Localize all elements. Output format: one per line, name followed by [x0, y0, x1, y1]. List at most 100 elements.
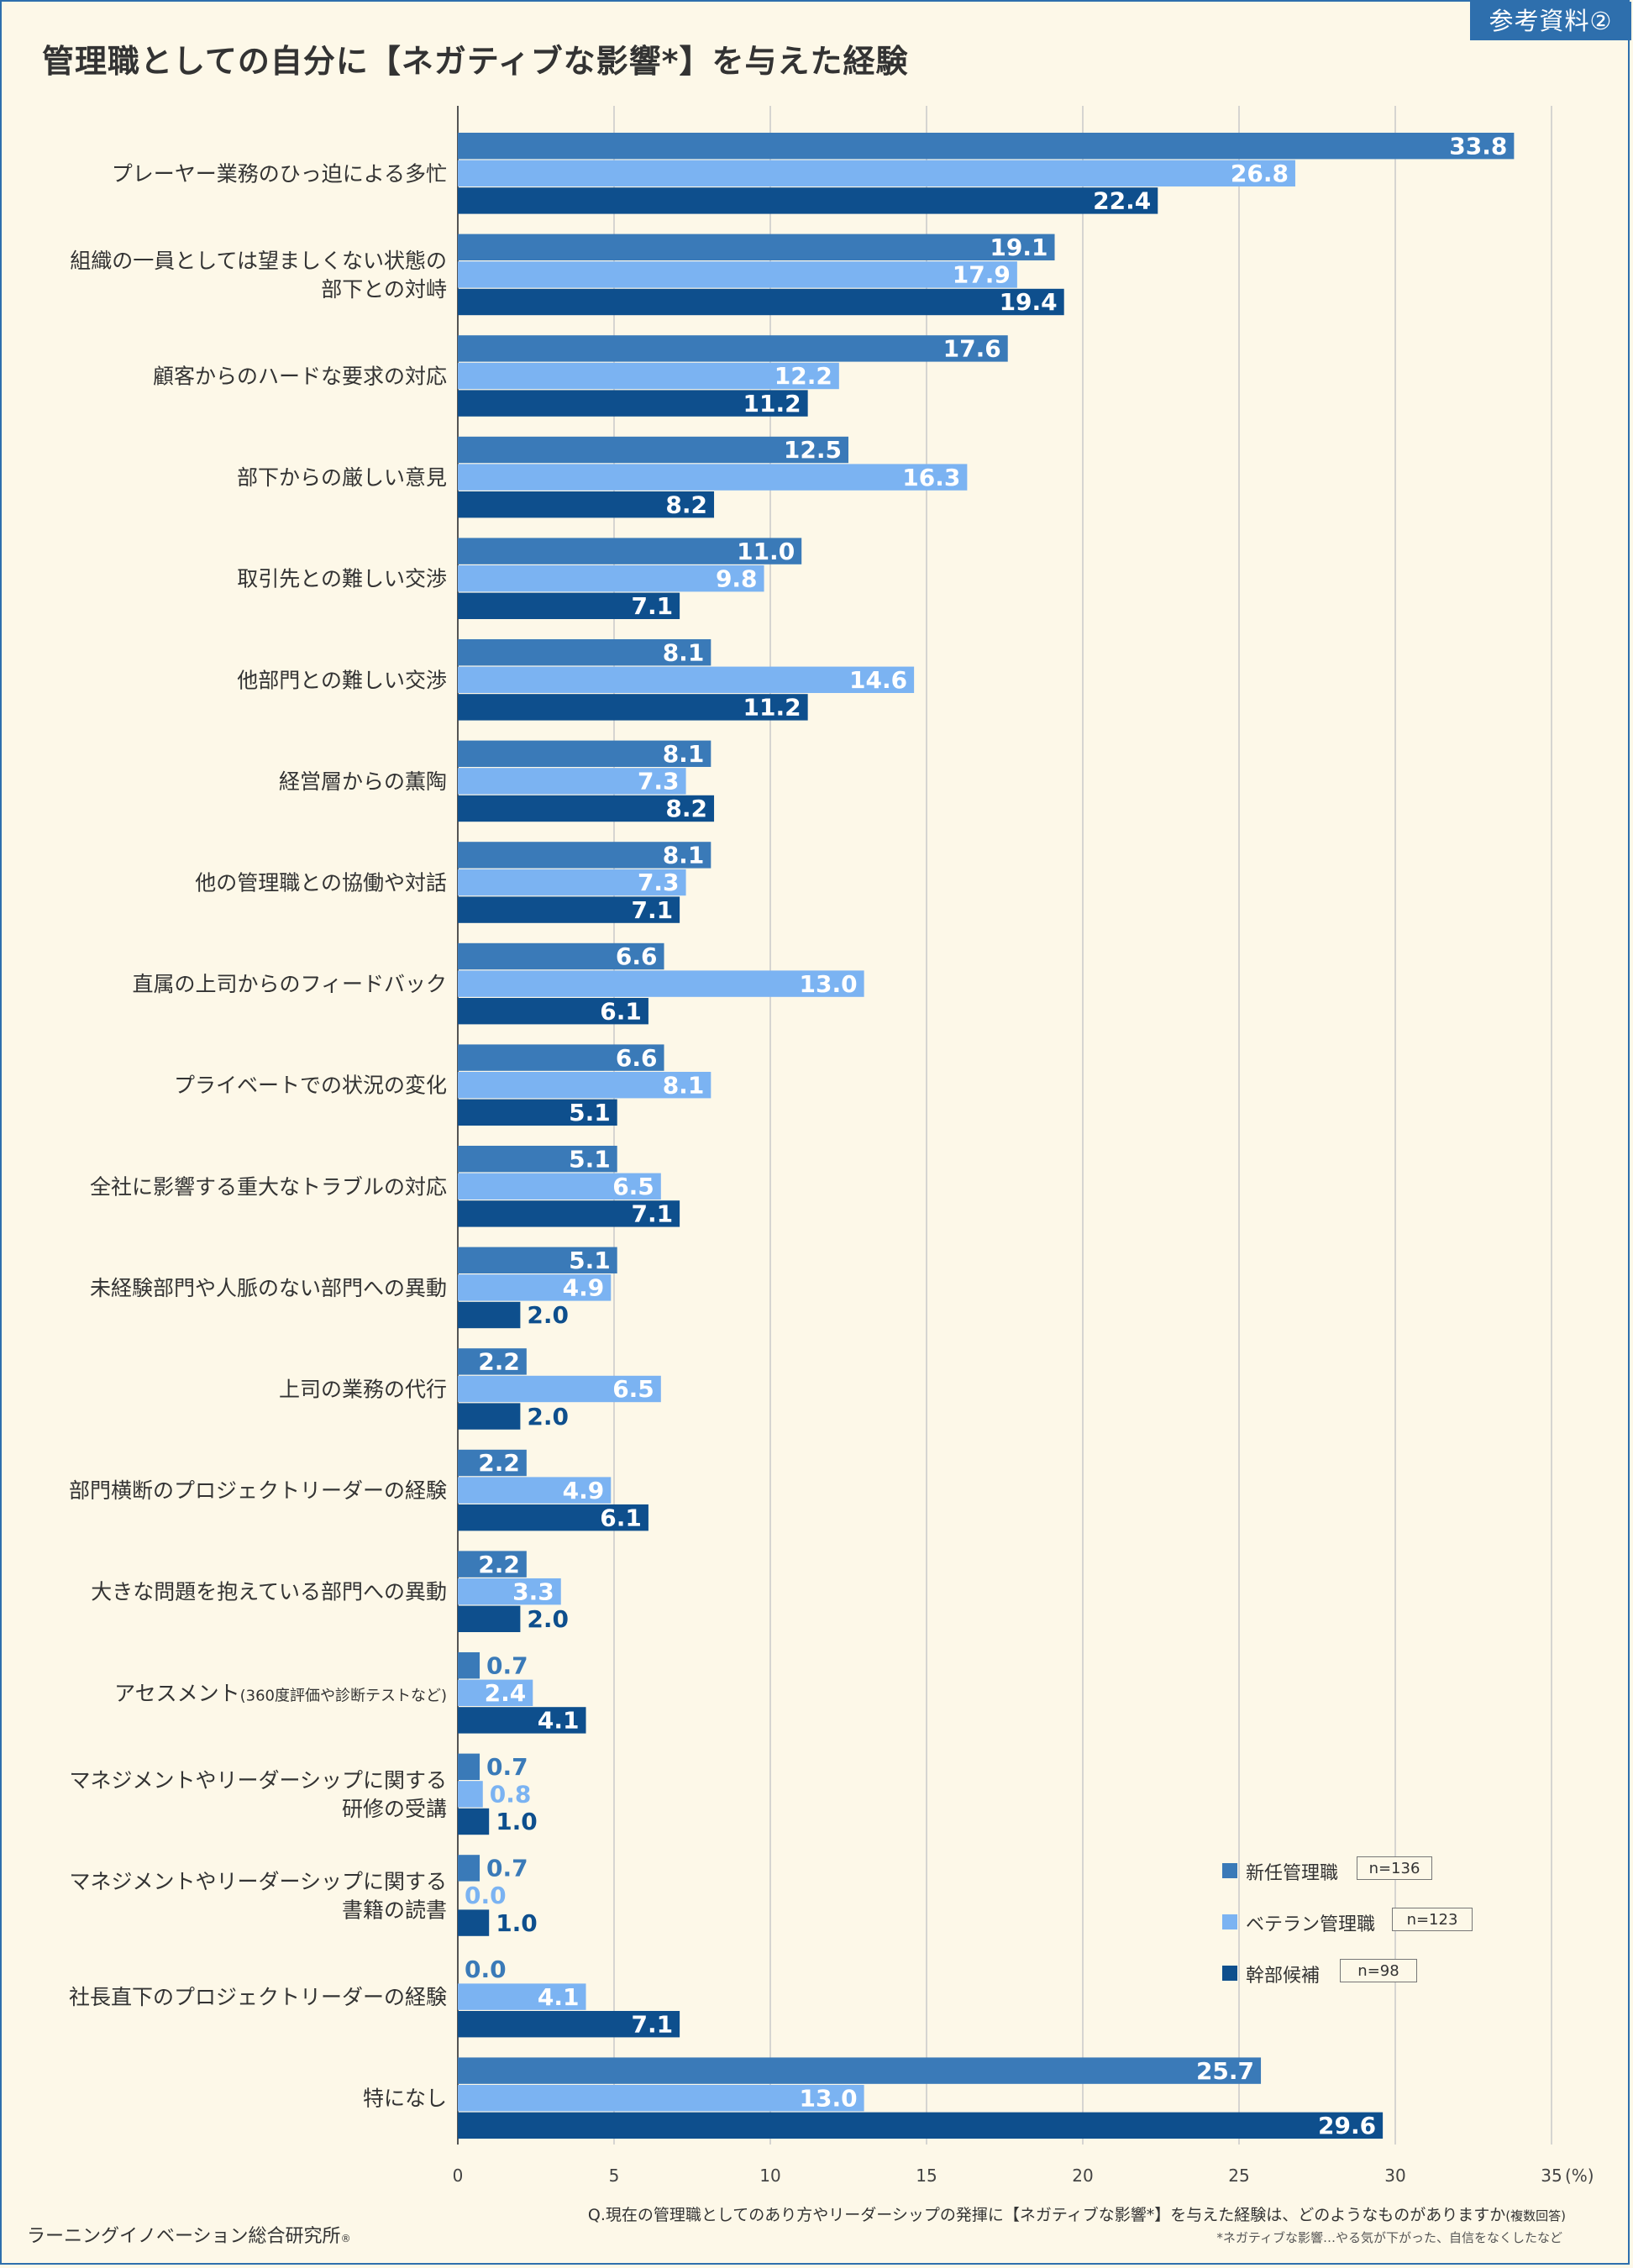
category-label: 書籍の読書: [342, 1898, 447, 1923]
data-label: 8.1: [663, 638, 705, 666]
data-label: 0.8: [490, 1781, 532, 1809]
bar-veteran-manager: [458, 1781, 483, 1808]
bar-executive-candidate: [458, 390, 808, 417]
bar-executive-candidate: [458, 1605, 521, 1632]
data-label: 2.4: [485, 1679, 527, 1707]
bar-veteran-manager: [458, 565, 764, 592]
data-label: 4.9: [563, 1274, 605, 1302]
category-label-sub: (360度評価や診断テストなど): [240, 1687, 447, 1704]
category-label: 大きな問題を抱えている部門への異動: [91, 1580, 447, 1604]
data-label: 1.0: [496, 1909, 538, 1937]
data-label: 6.5: [612, 1375, 654, 1403]
data-label: 6.1: [600, 997, 642, 1025]
data-label: 2.2: [478, 1449, 520, 1477]
data-label: 7.3: [638, 869, 680, 896]
bar-executive-candidate: [458, 1909, 490, 1936]
x-axis-unit: (%): [1565, 2166, 1594, 2186]
bar-new-manager: [458, 1348, 527, 1375]
data-label: 6.1: [600, 1504, 642, 1531]
data-label: 6.6: [616, 1044, 658, 1072]
data-label: 2.2: [478, 1551, 520, 1578]
data-label: 0.7: [486, 1651, 528, 1679]
data-label: 5.1: [569, 1247, 611, 1274]
bar-veteran-manager: [458, 1072, 711, 1099]
bar-new-manager: [458, 436, 848, 464]
credit: ラーニングイノベーション総合研究所®: [27, 2221, 351, 2248]
data-label: 33.8: [1449, 132, 1507, 160]
data-label: 9.8: [716, 564, 758, 592]
category-label: 社長直下のプロジェクトリーダーの経験: [69, 1985, 447, 2009]
bar-new-manager: [458, 234, 1055, 260]
data-label: 4.1: [538, 1707, 580, 1735]
category-label: 取引先との難しい交渉: [237, 567, 447, 591]
category-label: マネジメントやリーダーシップに関する: [69, 1870, 447, 1894]
category-label: 特になし: [363, 2087, 447, 2111]
bar-veteran-manager: [458, 666, 915, 693]
x-tick-label: 5: [609, 2166, 620, 2186]
data-label: 2.0: [527, 1403, 569, 1431]
bar-executive-candidate: [458, 1200, 680, 1227]
bar-executive-candidate: [458, 1403, 521, 1430]
bar-new-manager: [458, 942, 664, 970]
legend-label: 新任管理職: [1246, 1863, 1339, 1884]
data-label: 19.1: [990, 234, 1048, 261]
legend-swatch-executive-candidate: [1222, 1966, 1237, 1981]
data-label: 13.0: [800, 2084, 858, 2112]
bar-veteran-manager: [458, 1375, 661, 1403]
bar-executive-candidate: [458, 1099, 617, 1126]
data-label: 8.1: [663, 740, 705, 768]
bar-new-manager: [458, 639, 711, 666]
question-suffix: (複数回答): [1505, 2208, 1566, 2223]
bar-veteran-manager: [458, 1173, 661, 1200]
bar-new-manager: [458, 1652, 480, 1679]
data-label: 12.2: [774, 362, 832, 390]
bar-veteran-manager: [458, 362, 839, 390]
category-label: アセスメント(360度評価や診断テストなど): [114, 1681, 447, 1705]
reference-tag: 参考資料②: [1470, 2, 1631, 40]
bar-executive-candidate: [458, 998, 648, 1025]
data-label: 6.5: [612, 1173, 654, 1200]
data-label: 4.1: [538, 1983, 580, 2011]
bar-veteran-manager: [458, 869, 686, 896]
data-label: 5.1: [569, 1145, 611, 1173]
legend-swatch-new-manager: [1222, 1863, 1237, 1878]
bar-veteran-manager: [458, 464, 968, 491]
data-label: 17.9: [953, 261, 1011, 289]
data-label: 19.4: [1000, 288, 1058, 316]
data-label: 7.1: [632, 592, 674, 620]
credit-text: ラーニングイノベーション総合研究所: [27, 2226, 341, 2247]
data-label: 25.7: [1196, 2057, 1254, 2085]
category-label: 顧客からのハードな要求の対応: [153, 365, 447, 389]
data-label: 2.0: [527, 1605, 569, 1633]
bar-new-manager: [458, 1146, 617, 1173]
bar-veteran-manager: [458, 261, 1017, 288]
category-label: 経営層からの薫陶: [279, 769, 447, 794]
data-label: 0.0: [465, 1882, 507, 1909]
bar-executive-candidate: [458, 491, 715, 518]
data-label: 3.3: [512, 1578, 554, 1605]
category-label: 組織の一員としては望ましくない状態の: [70, 249, 447, 273]
bar-executive-candidate: [458, 187, 1158, 214]
bar-executive-candidate: [458, 1504, 648, 1531]
data-label: 13.0: [800, 970, 858, 998]
legend-sample-size: n=136: [1357, 1856, 1432, 1880]
bar-new-manager: [458, 335, 1008, 362]
bar-new-manager: [458, 1855, 480, 1882]
category-label-main: アセスメント: [114, 1681, 240, 1705]
category-label: 上司の業務の代行: [279, 1378, 447, 1402]
data-label: 1.0: [496, 1808, 538, 1835]
data-label: 11.2: [743, 694, 801, 722]
data-label: 8.1: [663, 1071, 705, 1099]
data-label: 7.3: [638, 768, 680, 795]
bar-veteran-manager: [458, 1477, 612, 1504]
bar-new-manager: [458, 740, 711, 767]
bar-executive-candidate: [458, 592, 680, 619]
category-label: 全社に影響する重大なトラブルの対応: [90, 1174, 447, 1199]
bar-executive-candidate: [458, 2112, 1384, 2139]
bar-executive-candidate: [458, 1301, 521, 1329]
legend-label: ベテラン管理職: [1246, 1914, 1376, 1935]
data-label: 26.8: [1231, 160, 1289, 187]
data-label: 17.6: [943, 335, 1001, 363]
data-label: 8.2: [665, 795, 707, 822]
data-label: 11.2: [743, 390, 801, 417]
